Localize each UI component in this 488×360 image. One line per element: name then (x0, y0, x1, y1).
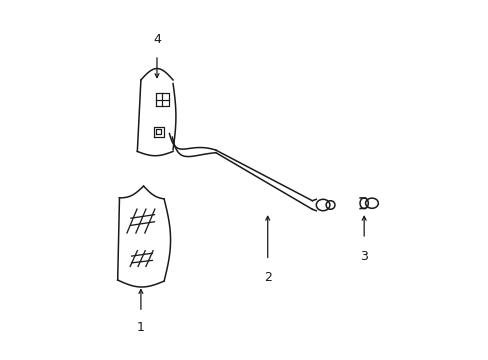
Text: 2: 2 (263, 271, 271, 284)
Text: 1: 1 (137, 321, 144, 334)
Text: 4: 4 (153, 33, 161, 46)
Text: 3: 3 (360, 249, 367, 263)
